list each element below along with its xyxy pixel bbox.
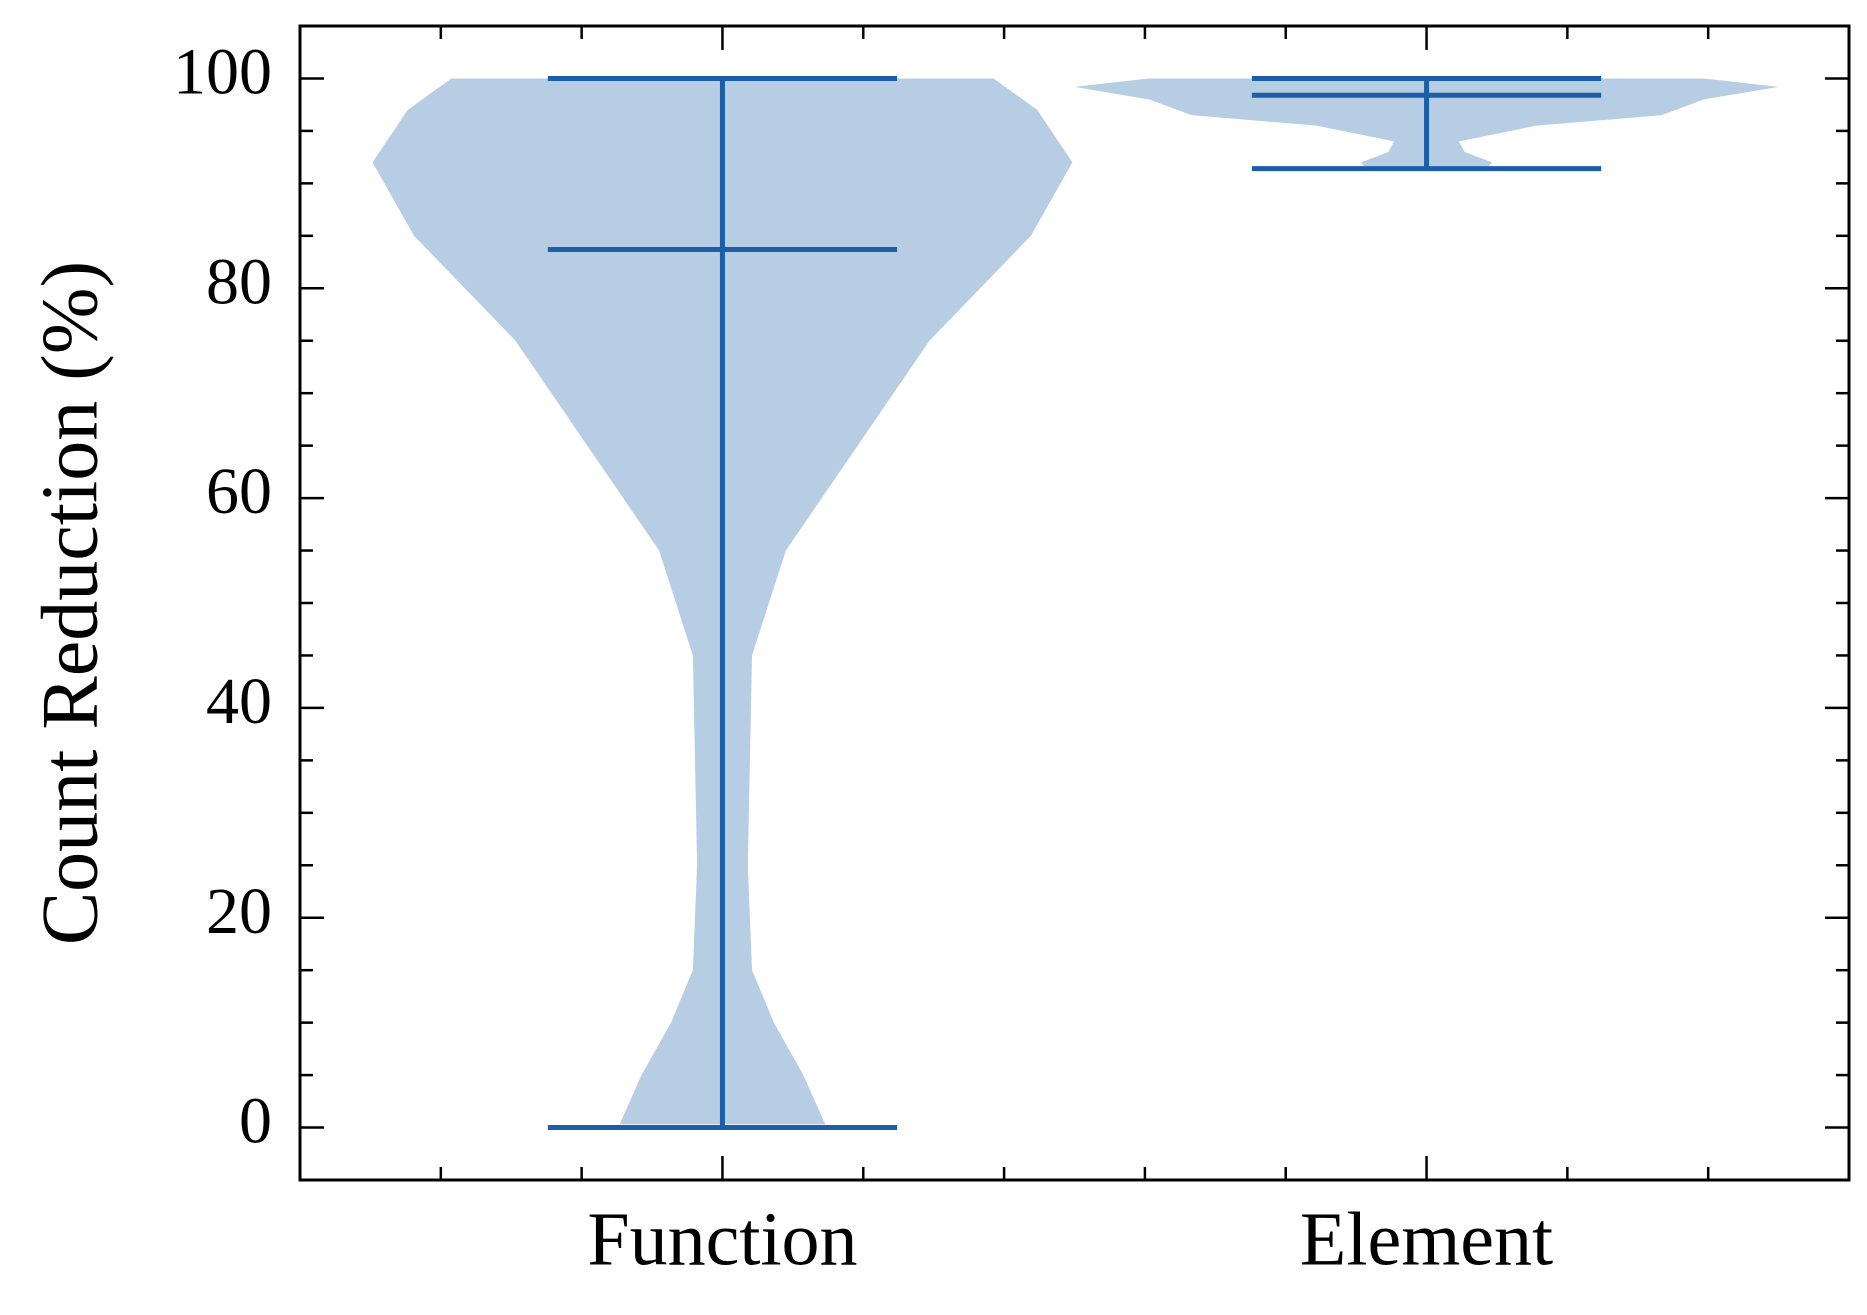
y-tick-label: 0 (239, 1085, 272, 1158)
y-axis-label: Count Reduction (%) (26, 261, 114, 945)
y-tick-label: 100 (173, 36, 272, 109)
y-tick-label: 80 (206, 245, 272, 318)
x-tick-label: Element (1300, 1197, 1553, 1281)
y-tick-label: 60 (206, 455, 272, 528)
plot-frame (298, 24, 1851, 1182)
y-tick-label: 40 (206, 665, 272, 738)
x-tick-label: Function (587, 1197, 857, 1281)
y-tick-label: 20 (206, 875, 272, 948)
